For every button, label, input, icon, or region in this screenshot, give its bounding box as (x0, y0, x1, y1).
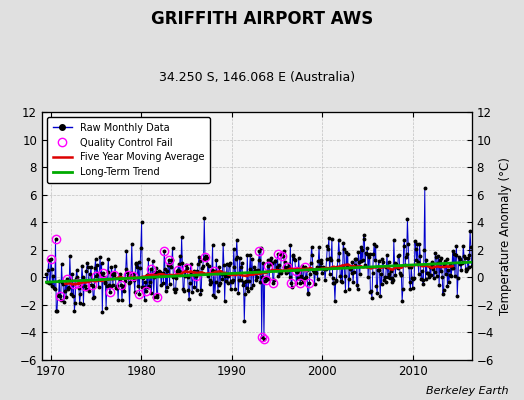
Title: 34.250 S, 146.068 E (Australia): 34.250 S, 146.068 E (Australia) (159, 72, 355, 84)
Text: Berkeley Earth: Berkeley Earth (426, 386, 508, 396)
Y-axis label: Temperature Anomaly (°C): Temperature Anomaly (°C) (499, 157, 512, 315)
Legend: Raw Monthly Data, Quality Control Fail, Five Year Moving Average, Long-Term Tren: Raw Monthly Data, Quality Control Fail, … (47, 117, 210, 183)
Text: GRIFFITH AIRPORT AWS: GRIFFITH AIRPORT AWS (151, 10, 373, 28)
